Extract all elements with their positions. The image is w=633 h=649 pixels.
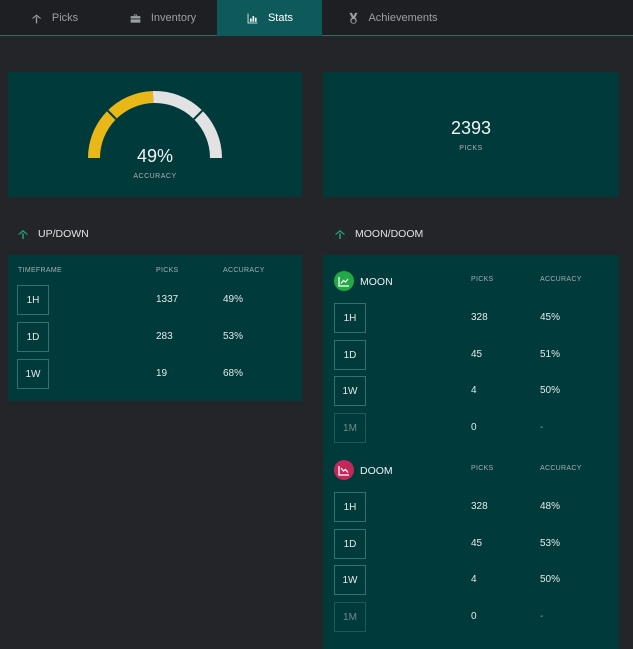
bar-chart-icon <box>246 11 260 25</box>
timeframe-button-1w[interactable]: 1W <box>17 359 49 389</box>
tab-inventory-label: Inventory <box>150 12 197 24</box>
doom-accuracy-1w: 50% <box>540 574 561 585</box>
accuracy-label: ACCURACY <box>133 173 177 180</box>
doom-header-accuracy: ACCURACY <box>540 465 582 472</box>
moon-picks-1m: 0 <box>471 422 477 433</box>
moon-timeframe-button-1h[interactable]: 1H <box>334 303 366 333</box>
doom-timeframe-button-1m[interactable]: 1M <box>334 602 366 632</box>
updown-picks-1d: 283 <box>156 331 173 342</box>
gauge-tick <box>106 109 117 120</box>
total-picks-value: 2393 <box>450 118 492 138</box>
pickaxe-icon <box>30 11 44 25</box>
moon-timeframe-button-1m[interactable]: 1M <box>334 413 366 443</box>
doom-accuracy-1h: 48% <box>540 501 561 512</box>
header-picks: PICKS <box>156 267 179 274</box>
moon-accuracy-1w: 50% <box>540 385 561 396</box>
doom-accuracy-1d: 53% <box>540 538 561 549</box>
tab-bar: Picks Inventory Stats Achievements <box>0 0 633 36</box>
moon-picks-1d: 45 <box>471 349 483 360</box>
doom-header-picks: PICKS <box>471 465 494 472</box>
doom-picks-1h: 328 <box>471 501 488 512</box>
header-accuracy: ACCURACY <box>223 267 265 274</box>
trend-up-icon <box>338 277 349 287</box>
doom-accuracy-1m: - <box>540 611 544 622</box>
tab-inventory[interactable]: Inventory <box>108 0 217 36</box>
updown-picks-1w: 19 <box>156 368 168 379</box>
updown-section-title: UP/DOWN <box>17 228 89 240</box>
doom-timeframe-button-1d[interactable]: 1D <box>334 529 366 559</box>
medal-icon <box>346 11 360 25</box>
accuracy-card: 49% ACCURACY <box>8 72 302 197</box>
trend-down-icon <box>338 466 349 476</box>
tab-picks-label: Picks <box>51 12 79 24</box>
moondoom-table: MOON PICKS ACCURACY 1H 328 45% 1D 45 51%… <box>323 255 619 649</box>
accuracy-value: 49% <box>136 146 174 166</box>
total-picks-label: PICKS <box>459 145 483 152</box>
moon-picks-1w: 4 <box>471 385 477 396</box>
updown-title: UP/DOWN <box>38 228 89 240</box>
tab-achievements[interactable]: Achievements <box>322 0 462 36</box>
updown-picks-1h: 1337 <box>156 294 179 305</box>
pickaxe-icon <box>334 229 346 239</box>
doom-timeframe-button-1h[interactable]: 1H <box>334 492 366 522</box>
updown-accuracy-1d: 53% <box>223 331 244 342</box>
moondoom-title: MOON/DOOM <box>355 228 424 240</box>
updown-accuracy-1w: 68% <box>223 368 244 379</box>
tab-achievements-label: Achievements <box>368 12 438 24</box>
moondoom-section-title: MOON/DOOM <box>334 228 423 240</box>
timeframe-button-1d[interactable]: 1D <box>17 322 49 352</box>
moon-header-picks: PICKS <box>471 276 494 283</box>
moon-timeframe-button-1w[interactable]: 1W <box>334 376 366 406</box>
moon-label: MOON <box>360 276 393 288</box>
pickaxe-icon <box>17 229 29 239</box>
tab-picks[interactable]: Picks <box>0 0 108 36</box>
moon-badge <box>334 271 354 291</box>
doom-label: DOOM <box>360 465 393 477</box>
moon-accuracy-1m: - <box>540 422 544 433</box>
doom-picks-1m: 0 <box>471 611 477 622</box>
moon-timeframe-button-1d[interactable]: 1D <box>334 340 366 370</box>
doom-picks-1d: 45 <box>471 538 483 549</box>
moon-picks-1h: 328 <box>471 312 488 323</box>
tab-stats[interactable]: Stats <box>217 0 322 36</box>
doom-picks-1w: 4 <box>471 574 477 585</box>
updown-accuracy-1h: 49% <box>223 294 244 305</box>
doom-badge <box>334 460 354 480</box>
briefcase-icon <box>129 11 143 25</box>
timeframe-button-1h[interactable]: 1H <box>17 285 49 315</box>
accuracy-gauge <box>88 91 222 159</box>
doom-timeframe-button-1w[interactable]: 1W <box>334 565 366 595</box>
updown-table: TIMEFRAME PICKS ACCURACY 1H 1337 49% 1D … <box>8 255 302 401</box>
moon-header-accuracy: ACCURACY <box>540 276 582 283</box>
tab-stats-label: Stats <box>267 12 294 24</box>
total-picks-card: 2393 PICKS <box>323 72 619 197</box>
header-timeframe: TIMEFRAME <box>18 267 62 274</box>
moon-accuracy-1d: 51% <box>540 349 561 360</box>
gauge-tick <box>193 109 204 120</box>
moon-accuracy-1h: 45% <box>540 312 561 323</box>
